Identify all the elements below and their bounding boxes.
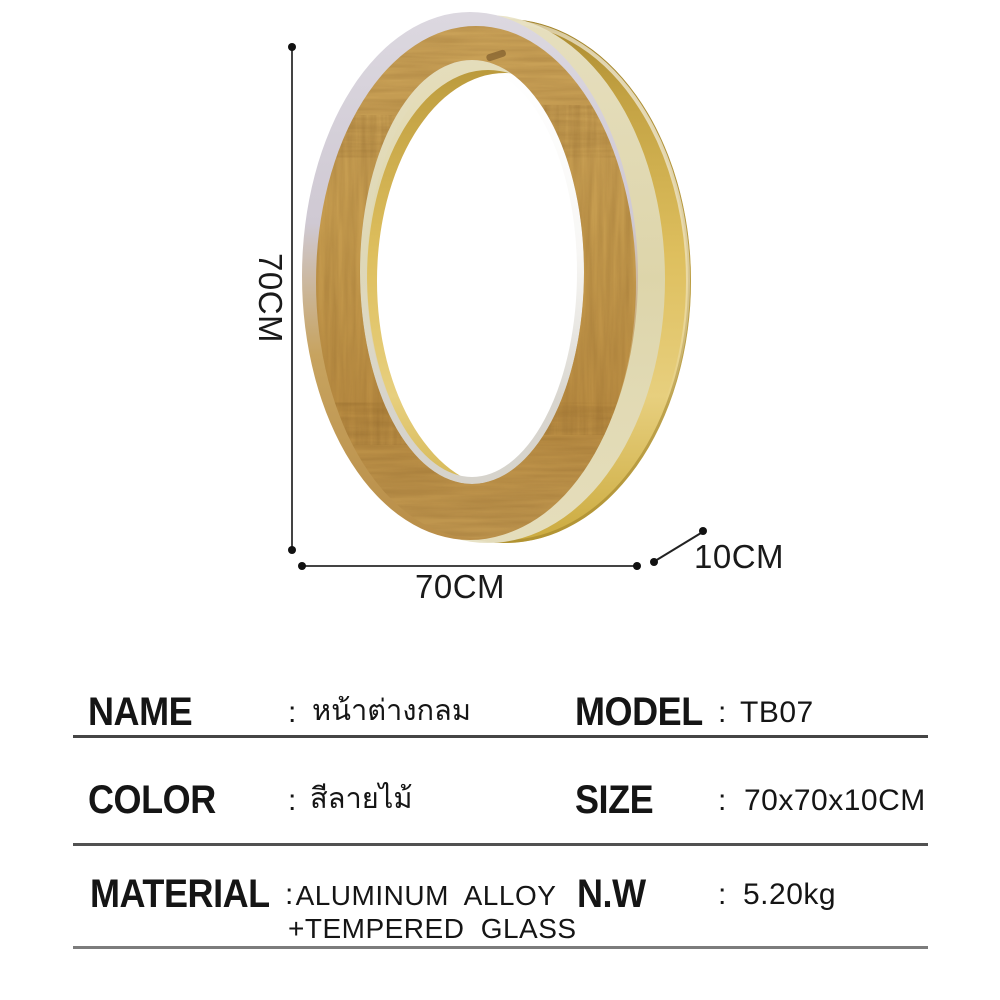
material-colon: : bbox=[285, 878, 294, 911]
nw-label: N.W bbox=[577, 872, 646, 916]
dimension-dots bbox=[288, 43, 707, 570]
model-label: MODEL bbox=[575, 690, 703, 734]
name-colon: : bbox=[288, 696, 297, 729]
size-label: SIZE bbox=[575, 778, 654, 822]
dimension-lines bbox=[291, 48, 702, 567]
nw-value: 5.20kg bbox=[743, 878, 837, 911]
dot bbox=[699, 527, 707, 535]
product-image: 70CM 70CM 10CM bbox=[252, 12, 784, 605]
color-label: COLOR bbox=[88, 778, 216, 822]
dim-height-label: 70CM bbox=[252, 253, 289, 343]
color-value: สีลายไม้ bbox=[310, 781, 413, 815]
name-label: NAME bbox=[88, 690, 193, 734]
glass-inner-edge bbox=[353, 53, 591, 491]
dim-depth-label: 10CM bbox=[694, 538, 784, 575]
dot bbox=[288, 43, 296, 51]
model-colon: : bbox=[718, 696, 727, 729]
dot bbox=[650, 558, 658, 566]
dim-width-label: 70CM bbox=[415, 568, 505, 605]
depth-dimension-line bbox=[654, 532, 702, 562]
dot bbox=[633, 562, 641, 570]
material-value-line1: ALUMINUM ALLOY bbox=[295, 880, 557, 911]
name-value: หน้าต่างกลม bbox=[312, 693, 471, 727]
material-value: ALUMINUM ALLOY +TEMPERED GLASS bbox=[288, 879, 577, 945]
size-value: 70x70x10CM bbox=[744, 784, 926, 817]
material-label: MATERIAL bbox=[90, 872, 270, 916]
color-colon: : bbox=[288, 784, 297, 817]
dot bbox=[298, 562, 306, 570]
dot bbox=[288, 546, 296, 554]
row-divider bbox=[73, 946, 928, 949]
model-value: TB07 bbox=[740, 696, 814, 729]
material-value-line2: +TEMPERED GLASS bbox=[288, 913, 577, 944]
size-colon: : bbox=[718, 784, 727, 817]
nw-colon: : bbox=[718, 878, 727, 911]
row-divider bbox=[73, 735, 928, 738]
row-divider bbox=[73, 843, 928, 846]
brand-stamp bbox=[486, 49, 506, 62]
